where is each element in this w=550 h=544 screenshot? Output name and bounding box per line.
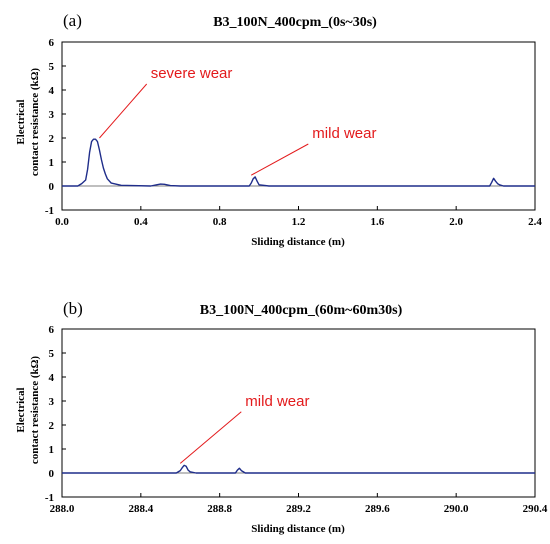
chart-a-xtick-label: 0.0 — [55, 216, 69, 228]
chart-b-title: B3_100N_400cpm_(60m~60m30s) — [200, 303, 403, 318]
chart-a-xtick-label: 0.4 — [134, 216, 148, 228]
chart-b-plot-frame — [61, 328, 536, 498]
chart-a-annotation-label: mild wear — [312, 125, 376, 142]
chart-b-ylabel-line1: Electrical — [15, 387, 27, 432]
chart-a-xtick-label: 1.2 — [292, 216, 306, 228]
chart-a-title: B3_100N_400cpm_(0s~30s) — [213, 15, 377, 30]
chart-a-marks: -1 0 1 2 3 4 5 6 0.0 0.4 0.8 1.2 1.6 2.0 2.4 severe wea… — [45, 37, 543, 228]
chart-a-ytick-label: 0 — [49, 181, 55, 193]
chart-a-ytick-label: 3 — [49, 109, 55, 121]
chart-a-ytick-label: 4 — [49, 85, 55, 97]
chart-b-ytick-label: 0 — [49, 468, 55, 480]
chart-a-plot-frame — [61, 41, 536, 211]
chart-b-annotation-label: mild wear — [245, 393, 309, 410]
chart-a-ytick-label: 1 — [49, 157, 55, 169]
chart-a-annotation-pointer — [99, 83, 148, 139]
chart-b-annotation-pointer — [179, 411, 242, 464]
chart-a-ytick-label: -1 — [45, 205, 54, 217]
chart-a-ytick-label: 5 — [49, 61, 55, 73]
chart-a-xtick-label: 0.8 — [213, 216, 227, 228]
panel-a-label: (a) — [63, 11, 82, 30]
chart-b-ytick-label: 2 — [49, 420, 55, 432]
chart-panel-a: (a) B3_100N_400cpm_(0s~30s) Electrical c… — [15, 11, 542, 248]
chart-a-series-line — [62, 138, 535, 187]
chart-b-xlabel: Sliding distance (m) — [251, 523, 345, 535]
chart-a-annotation-pointer — [250, 143, 309, 176]
chart-a-ytick-label: 6 — [49, 37, 55, 49]
chart-a-xtick-label: 2.0 — [449, 216, 463, 228]
chart-b-xtick-label: 290.0 — [444, 503, 469, 515]
chart-b-ytick-label: 5 — [49, 348, 55, 360]
chart-b-ytick-label: 4 — [49, 372, 55, 384]
chart-b-xtick-label: 288.8 — [207, 503, 232, 515]
chart-a-annotation-label: severe wear — [151, 65, 233, 82]
chart-b-xtick-label: 288.4 — [128, 503, 153, 515]
chart-b-ytick-label: 6 — [49, 324, 55, 336]
chart-b-ylabel-line2: contact resistance (kΩ) — [29, 356, 41, 465]
chart-a-ylabel-line1: Electrical — [15, 99, 27, 144]
chart-panel-b: (b) B3_100N_400cpm_(60m~60m30s) Electric… — [15, 299, 548, 535]
chart-b-ytick-label: 1 — [49, 444, 55, 456]
chart-b-xtick-label: 289.2 — [286, 503, 311, 515]
chart-b-ytick-label: 3 — [49, 396, 55, 408]
chart-a-xtick-label: 1.6 — [370, 216, 384, 228]
chart-a-xlabel: Sliding distance (m) — [251, 236, 345, 248]
chart-b-xtick-label: 289.6 — [365, 503, 390, 515]
chart-b-xtick-label: 290.4 — [523, 503, 548, 515]
chart-b-marks: -1 0 1 2 3 4 5 6 288.0 288.4 288.8 289.2 289.6 290.0 2… — [45, 324, 548, 515]
chart-a-ylabel-line2: contact resistance (kΩ) — [29, 68, 41, 177]
chart-b-series-line — [62, 464, 535, 474]
chart-b-xtick-label: 288.0 — [50, 503, 75, 515]
chart-b-ytick-label: -1 — [45, 492, 54, 504]
chart-a-xtick-label: 2.4 — [528, 216, 542, 228]
chart-a-ytick-label: 2 — [49, 133, 55, 145]
panel-b-label: (b) — [63, 299, 83, 318]
